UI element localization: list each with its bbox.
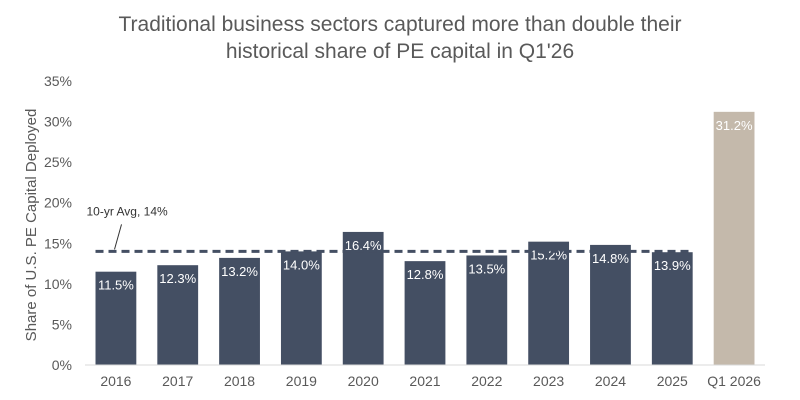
- bars: [95, 111, 755, 365]
- bar-value-label: 12.3%: [159, 271, 196, 286]
- x-tick-label: Q1 2026: [707, 373, 761, 389]
- average-reference: 10-yr Avg, 14%: [87, 204, 693, 253]
- bar: [651, 252, 693, 365]
- bar-value-label: 16.4%: [345, 238, 382, 253]
- bar: [713, 111, 755, 365]
- x-tick-label: 2021: [409, 373, 440, 389]
- bar: [528, 241, 570, 365]
- chart-title-line-2: historical share of PE capital in Q1'26: [226, 40, 574, 63]
- y-axis-label: Share of U.S. PE Capital Deployed: [23, 109, 40, 342]
- y-tick-label: 15%: [44, 235, 72, 251]
- y-tick-label: 35%: [44, 73, 72, 89]
- x-tick-label: 2020: [348, 373, 379, 389]
- average-label: 10-yr Avg, 14%: [87, 204, 168, 218]
- bar: [342, 231, 384, 365]
- y-tick-label: 5%: [52, 316, 72, 332]
- y-tick-label: 30%: [44, 114, 72, 130]
- bar: [157, 265, 199, 365]
- y-tick-label: 25%: [44, 154, 72, 170]
- bar-value-labels: 11.5% 12.3% 13.2% 14.0% 16.4% 12.8% 13.5% 15.2%…: [98, 118, 753, 293]
- bar-value-label: 12.8%: [407, 267, 444, 282]
- bar-value-label: 13.2%: [221, 264, 258, 279]
- bar: [280, 251, 322, 365]
- average-label-leader: [114, 224, 122, 250]
- y-axis-ticks: 0% 5% 10% 15% 20% 25% 30% 35%: [44, 73, 72, 373]
- x-tick-label: 2025: [657, 373, 688, 389]
- bar-value-label: 14.8%: [592, 251, 629, 266]
- x-tick-label: 2016: [100, 373, 131, 389]
- chart-title-line-1: Traditional business sectors captured mo…: [118, 13, 681, 36]
- bar-value-label: 13.5%: [468, 261, 505, 276]
- x-tick-label: 2019: [286, 373, 317, 389]
- x-axis-ticks: 2016 2017 2018 2019 2020 2021 2022 2023 2024 2025…: [100, 373, 761, 389]
- bar-value-label: 13.9%: [654, 258, 691, 273]
- bar: [404, 261, 446, 365]
- x-tick-label: 2017: [162, 373, 193, 389]
- x-tick-label: 2018: [224, 373, 255, 389]
- bar: [95, 271, 137, 365]
- bar-value-label: 15.2%: [530, 248, 567, 263]
- y-tick-label: 20%: [44, 195, 72, 211]
- y-tick-label: 10%: [44, 276, 72, 292]
- bar: [219, 257, 260, 365]
- bar-value-label: 14.0%: [283, 257, 320, 272]
- bar: [590, 244, 631, 365]
- x-tick-label: 2023: [533, 373, 564, 389]
- y-tick-label: 0%: [52, 357, 72, 373]
- x-tick-label: 2024: [595, 373, 626, 389]
- bar-value-label: 31.2%: [716, 118, 753, 133]
- x-tick-label: 2022: [471, 373, 502, 389]
- bar: [466, 255, 508, 365]
- bar-value-label: 11.5%: [98, 278, 134, 293]
